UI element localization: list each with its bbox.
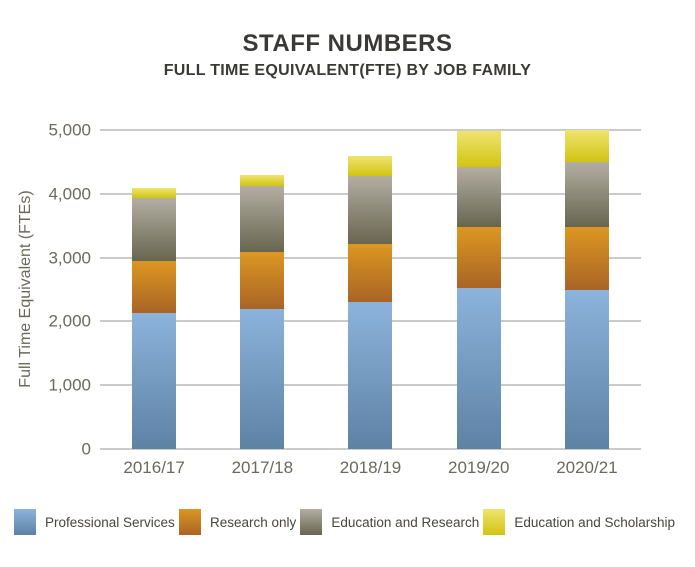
gridline (100, 448, 641, 450)
stacked-bar (132, 130, 177, 449)
bar-segment (456, 226, 501, 288)
legend-item: Education and Scholarship (483, 509, 675, 535)
bar-segment (132, 261, 177, 314)
legend-item: Education and Research (300, 509, 479, 535)
stacked-bar (240, 130, 285, 449)
y-tick-label: 3,000 (48, 248, 91, 268)
gridline (100, 129, 641, 131)
bars (100, 130, 641, 449)
y-tick-label: 1,000 (48, 375, 91, 395)
legend-label: Education and Scholarship (514, 514, 675, 530)
y-tick-label: 5,000 (48, 120, 91, 140)
plot-area (100, 129, 641, 450)
x-category-label: 2020/21 (556, 458, 618, 477)
bar-segment (132, 313, 177, 449)
legend-swatch (300, 509, 323, 535)
bar-segment (348, 175, 393, 244)
x-category-label: 2017/18 (231, 458, 294, 477)
bar-segment (456, 130, 501, 168)
bar-segment (240, 175, 285, 186)
bar-segment (132, 188, 177, 198)
y-tick-label: 4,000 (48, 184, 91, 204)
legend-label: Research only (209, 514, 297, 530)
legend: Professional Services Research only Educat… (14, 509, 675, 535)
legend-swatch (483, 509, 506, 535)
stacked-bar (348, 130, 393, 449)
bar-segment (564, 161, 609, 227)
bar-segment (240, 251, 285, 309)
bar-segment (564, 226, 609, 291)
stacked-bar (456, 130, 501, 449)
y-tick-labels: 0 1,000 2,000 3,000 4,000 5,000 (0, 122, 94, 458)
bar-segment (348, 243, 393, 302)
legend-swatch (178, 509, 201, 535)
bar-segment (240, 308, 285, 449)
stacked-bar (564, 130, 609, 449)
x-category-label: 2016/17 (123, 458, 185, 477)
bar-segment (564, 290, 609, 449)
y-tick-label: 0 (81, 439, 91, 459)
legend-label: Professional Services (45, 514, 175, 530)
chart-subtitle: FULL TIME EQUIVALENT(FTE) BY JOB FAMILY (163, 62, 532, 79)
chart-title: STAFF NUMBERS (242, 30, 453, 57)
bar-segment (240, 185, 285, 252)
legend-item: Professional Services (14, 509, 175, 535)
bar-segment (564, 130, 609, 162)
bar-segment (456, 167, 501, 227)
legend-label: Education and Research (331, 514, 480, 530)
x-axis-labels: 2016/17 2017/18 2018/19 2019/20 2020/21 (100, 458, 641, 478)
bar-segment (132, 197, 177, 262)
legend-swatch (14, 509, 36, 535)
legend-item: Research only (178, 509, 297, 535)
bar-segment (348, 301, 393, 449)
bar-segment (348, 155, 393, 176)
bar-segment (456, 287, 501, 449)
x-category-label: 2018/19 (339, 458, 402, 477)
x-category-label: 2019/20 (447, 458, 510, 477)
y-tick-label: 2,000 (48, 311, 91, 331)
